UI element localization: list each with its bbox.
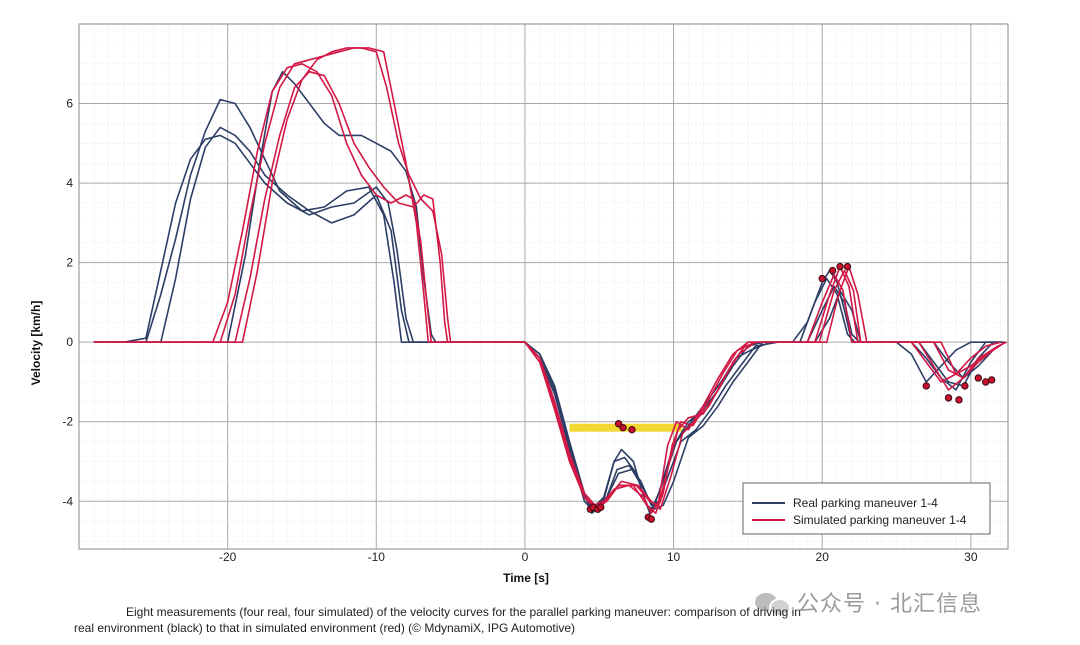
plot-frame [78,23,1009,550]
watermark-text: 公众号 · 北汇信息 [797,592,982,617]
x-tick-label: -10 [368,550,386,564]
series-line-sim-8 [93,47,1007,510]
event-marker [628,425,636,434]
y-tick-label: 6 [66,97,73,111]
event-marker [619,423,627,432]
series-line-sim-6 [93,47,1006,514]
legend: Real parking maneuver 1-4 Simulated park… [742,482,991,535]
legend-box [742,482,991,535]
series-line-real-1 [93,98,1001,514]
series-line-real-2 [93,126,1001,510]
event-marker [922,382,930,390]
y-axis-label: Velocity [km/h] [29,301,43,386]
watermark: 公众号 · 北汇信息 [755,586,982,618]
event-marker [843,262,852,271]
x-tick-label: 20 [816,550,830,564]
legend-label-real: Real parking maneuver 1-4 [793,496,938,510]
event-marker [818,274,826,283]
caption-line-1: Eight measurements (four real, four simu… [126,605,801,619]
event-marker [982,378,990,386]
event-marker [597,503,605,511]
x-tick-label: 10 [667,550,681,564]
figure-caption: Eight measurements (four real, four simu… [74,604,934,636]
x-axis-label: Time [s] [503,571,549,585]
event-marker [614,420,623,428]
y-tick-label: 2 [66,256,73,270]
x-tick-label: 30 [964,550,978,564]
event-marker [974,374,982,382]
event-marker [955,396,963,404]
x-tick-label: 0 [522,550,529,564]
y-tick-label: -4 [62,494,73,508]
event-marker [836,262,844,271]
wechat-icon [755,589,791,617]
event-marker [987,376,996,384]
event-marker [944,394,953,402]
event-marker [828,266,837,275]
series-lines [93,47,1007,514]
series-line-real-4 [93,70,1006,510]
y-tick-label: -2 [62,415,73,429]
event-marker [647,515,655,523]
series-line-sim-5 [93,63,1001,514]
y-tick-label: 4 [66,176,73,190]
legend-label-sim: Simulated parking maneuver 1-4 [793,513,967,527]
caption-line-2: real environment (black) to that in simu… [74,621,576,635]
y-tick-label: 0 [66,335,73,349]
x-tick-label: -20 [219,550,237,564]
event-marker [961,382,969,390]
event-markers [586,262,996,523]
